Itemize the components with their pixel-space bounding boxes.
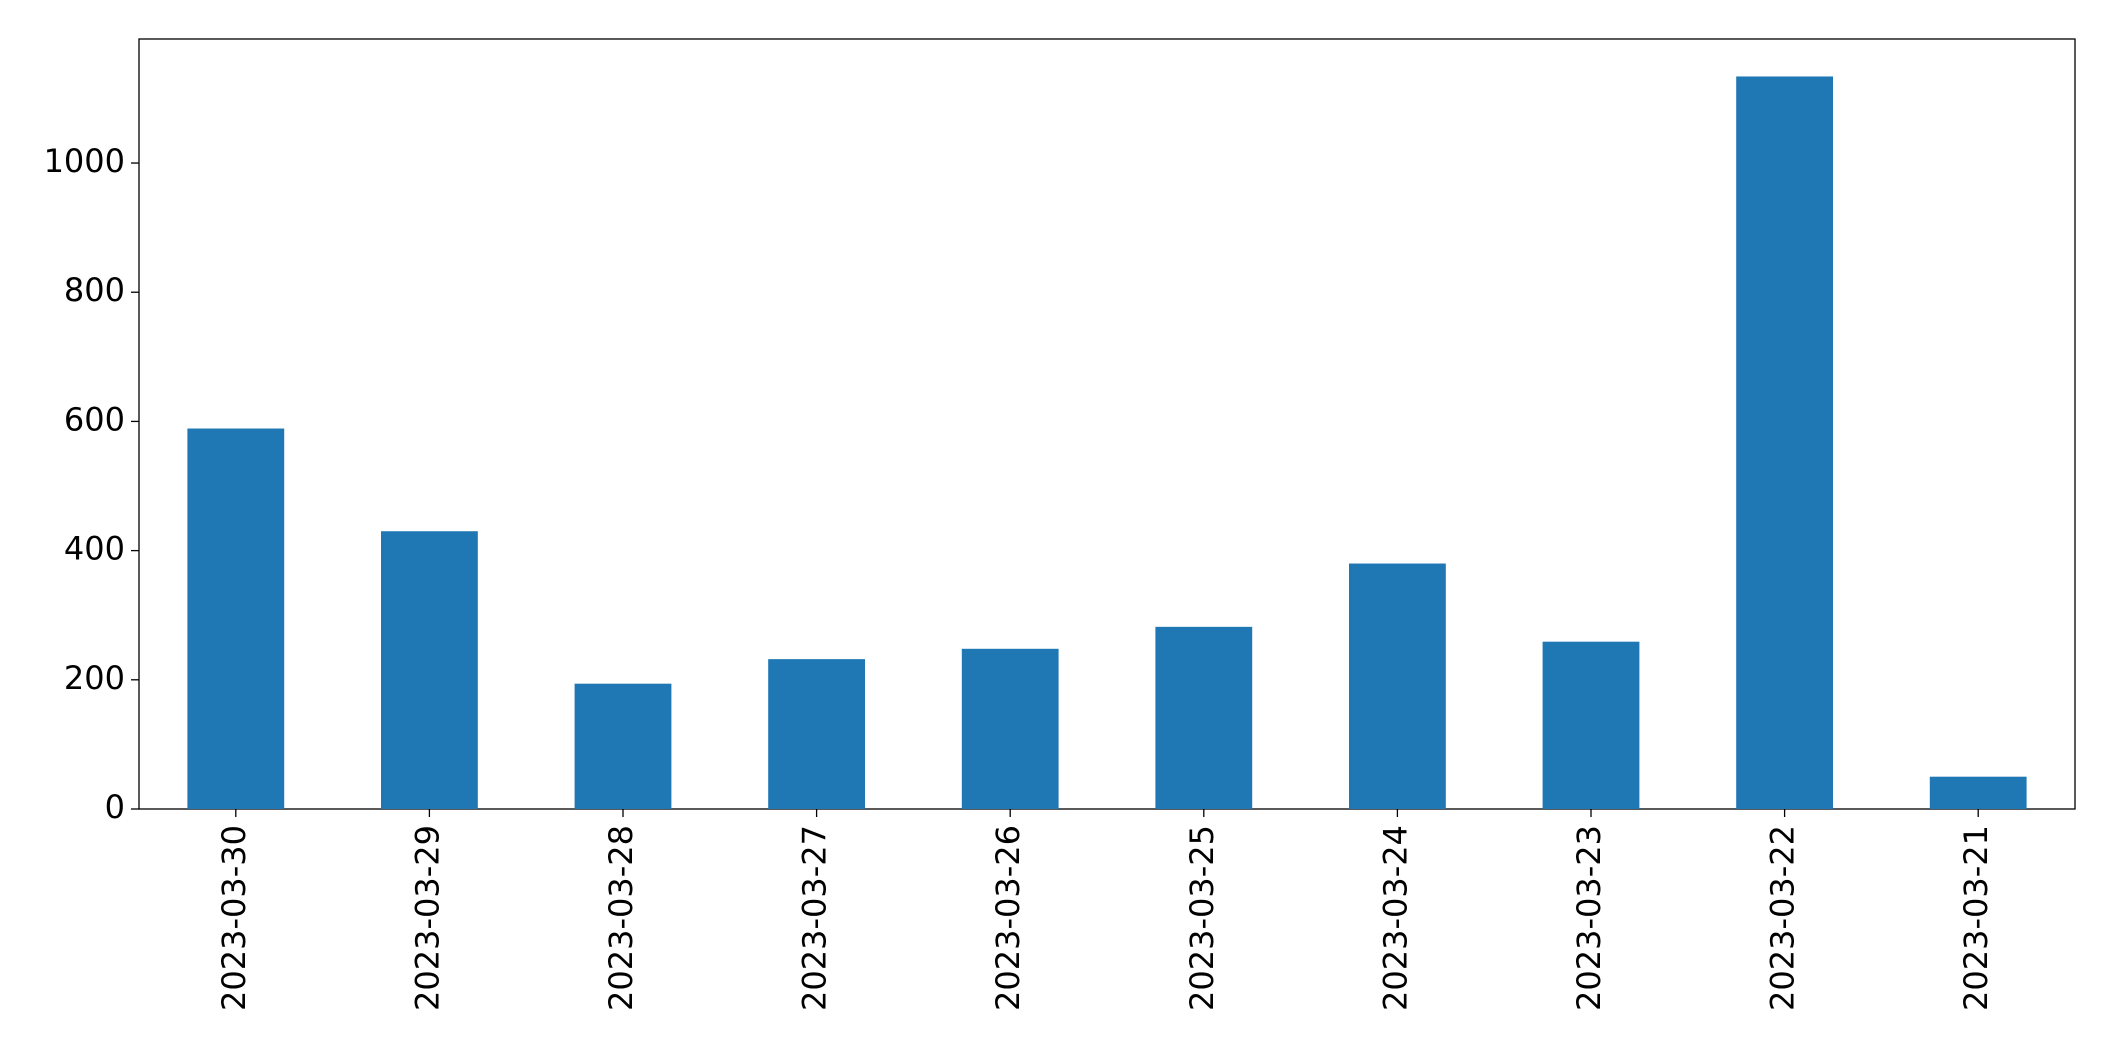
x-tick-label: 2023-03-23 — [1570, 825, 1608, 1011]
bar — [574, 683, 672, 809]
x-tick-label: 2023-03-30 — [215, 825, 253, 1011]
bar — [961, 648, 1059, 809]
bar — [768, 659, 865, 809]
bar — [1155, 626, 1253, 809]
y-tick-label: 1000 — [44, 142, 125, 180]
bar — [1736, 76, 1833, 810]
x-tick-label: 2023-03-29 — [408, 825, 446, 1011]
y-tick-label: 800 — [64, 271, 125, 309]
x-tick-label: 2023-03-22 — [1764, 825, 1802, 1011]
x-tick-label: 2023-03-21 — [1957, 825, 1995, 1011]
bar — [187, 428, 285, 809]
y-tick-label: 600 — [64, 400, 125, 438]
plot-frame — [138, 38, 2076, 810]
bar — [1929, 776, 2027, 809]
x-tick-label: 2023-03-28 — [602, 825, 640, 1011]
x-tick-label: 2023-03-27 — [796, 825, 834, 1011]
y-tick-label: 400 — [64, 530, 125, 568]
x-tick-label: 2023-03-26 — [989, 825, 1027, 1011]
y-tick-label: 0 — [105, 788, 125, 826]
bar — [381, 531, 478, 809]
bar — [1349, 563, 1446, 809]
bar — [1542, 641, 1640, 809]
x-tick-label: 2023-03-25 — [1183, 825, 1221, 1011]
y-tick-label: 200 — [64, 659, 125, 697]
x-tick-label: 2023-03-24 — [1376, 825, 1414, 1011]
